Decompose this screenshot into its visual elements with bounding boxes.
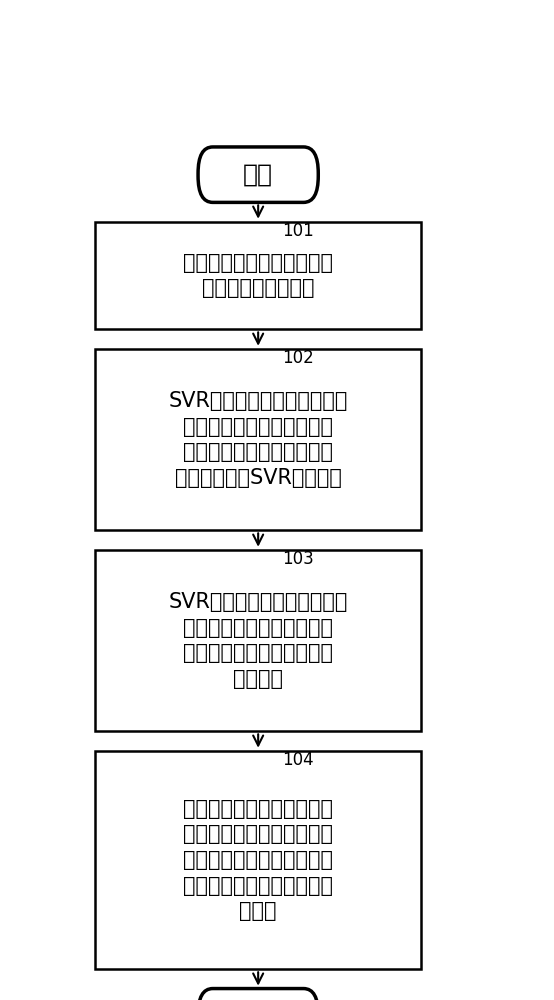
Text: 101: 101 (282, 222, 314, 240)
FancyBboxPatch shape (95, 550, 422, 731)
FancyBboxPatch shape (198, 147, 318, 202)
Text: SVR回归模型根据数据节点预
设的限定参数，预测数据节
点的输出连接数上限和预期
输出流量: SVR回归模型根据数据节点预 设的限定参数，预测数据节 点的输出连接数上限和预期… (168, 592, 348, 689)
Text: 开始: 开始 (243, 163, 273, 187)
FancyBboxPatch shape (95, 349, 422, 530)
FancyBboxPatch shape (95, 751, 422, 969)
FancyBboxPatch shape (198, 989, 318, 1000)
Text: SVR支持向量回归机对数据样
本进行训练以分析数据样本
，建立得到视频存储系统数
据流量控制的SVR回归模型: SVR支持向量回归机对数据样 本进行训练以分析数据样本 ，建立得到视频存储系统数… (168, 391, 348, 488)
Text: 采集数据节点的与数据流量
控制相关的数据样本: 采集数据节点的与数据流量 控制相关的数据样本 (183, 253, 333, 298)
Text: 管理节点根据输出连接数上
限调控数据节点的输出连接
数，数据节点根据预期输出
流量调控自身每个连接的输
出流量: 管理节点根据输出连接数上 限调控数据节点的输出连接 数，数据节点根据预期输出 流… (183, 799, 333, 921)
Text: 104: 104 (282, 751, 314, 769)
Text: 102: 102 (282, 349, 314, 367)
Text: 103: 103 (282, 550, 314, 568)
FancyBboxPatch shape (95, 222, 422, 329)
